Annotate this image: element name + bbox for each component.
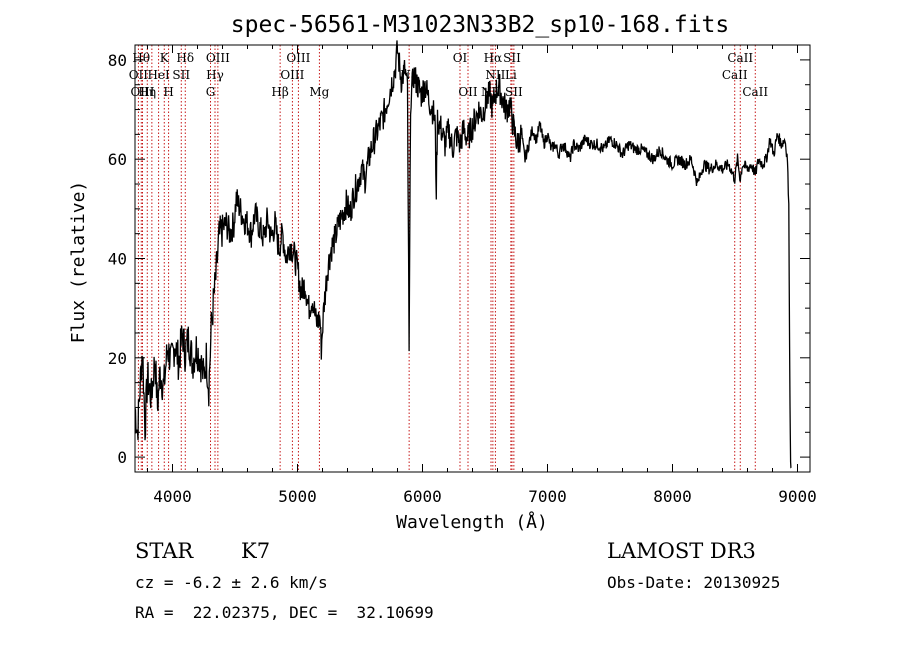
line-label-26: SII [505, 85, 523, 99]
y-tick-label-0: 0 [117, 448, 127, 467]
x-tick-label-1: 5000 [278, 487, 317, 506]
line-label-27: CaII [742, 85, 768, 99]
line-label-7: SII [503, 51, 521, 65]
line-label-11: SII [172, 68, 190, 82]
line-label-6: Hα [484, 51, 503, 65]
line-label-10: HeI [147, 68, 170, 82]
observation-date: Obs-Date: 20130925 [607, 573, 781, 592]
line-label-3: OIII [206, 51, 230, 65]
y-tick-label-1: 20 [108, 349, 127, 368]
line-label-21: G [206, 85, 216, 99]
flux-series-line [134, 40, 792, 469]
spectral-line-markers [137, 45, 756, 472]
chart-title: spec-56561-M31023N33B2_sp10-168.fits [231, 12, 730, 38]
line-label-9: OII [129, 68, 149, 82]
redshift-velocity: cz = -6.2 ± 2.6 km/s [135, 573, 328, 592]
x-tick-label-4: 8000 [653, 487, 692, 506]
y-tick-label-4: 80 [108, 51, 127, 70]
x-tick-label-0: 4000 [153, 487, 192, 506]
line-label-23: Mg [309, 85, 329, 99]
object-subclass: K7 [241, 539, 271, 563]
x-tick-label-5: 9000 [778, 487, 817, 506]
y-tick-label-3: 60 [108, 150, 127, 169]
object-class: STAR [135, 539, 194, 563]
line-label-4: OIII [286, 51, 310, 65]
x-tick-label-3: 7000 [528, 487, 567, 506]
line-label-2: Hδ [176, 51, 194, 65]
line-label-8: CaII [727, 51, 753, 65]
line-label-0: Hθ [132, 51, 150, 65]
line-label-16: Li [505, 68, 517, 82]
y-axis-ticks: 0 20 40 60 80 [108, 51, 810, 467]
line-label-20: H [163, 85, 173, 99]
line-label-12: Hγ [206, 68, 224, 82]
y-axis-label: Flux (relative) [68, 181, 89, 344]
line-label-13: OIII [280, 68, 304, 82]
plot-frame [134, 44, 811, 473]
survey-name: LAMOST DR3 [607, 539, 756, 563]
line-label-5: OI [453, 51, 468, 65]
line-label-17: CaII [722, 68, 748, 82]
line-label-19: Hη [138, 85, 156, 99]
line-label-15: NII [485, 68, 505, 82]
coordinates: RA = 22.02375, DEC = 32.10699 [135, 603, 434, 622]
line-label-22: Hβ [271, 85, 288, 99]
y-tick-label-2: 40 [108, 250, 127, 269]
x-axis-label: Wavelength (Å) [396, 511, 548, 533]
line-label-18: OIII [130, 85, 154, 99]
x-tick-label-2: 6000 [403, 487, 442, 506]
line-label-24: OII [458, 85, 478, 99]
line-label-1: K [160, 51, 170, 65]
x-axis-ticks: 4000 5000 6000 7000 8000 9000 [147, 45, 817, 506]
